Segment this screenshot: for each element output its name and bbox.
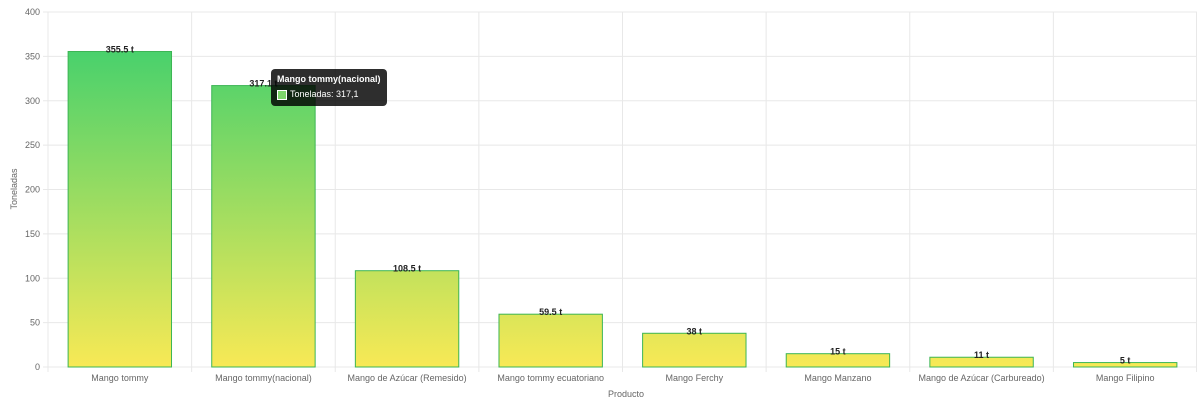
bar <box>211 85 316 368</box>
bar <box>354 270 460 368</box>
x-axis-title: Producto <box>608 389 644 399</box>
data-label: 59.5 t <box>539 307 562 317</box>
y-tick-label: 250 <box>25 140 40 150</box>
bar <box>67 50 173 368</box>
x-axis-ticks: Mango tommy Mango tommy(nacional) Mango de… <box>91 373 1154 383</box>
bars <box>67 50 1178 368</box>
data-label: 317.1 t <box>249 79 277 89</box>
data-label: 15 t <box>830 347 846 357</box>
bar <box>642 332 747 368</box>
x-tick-label: Mango tommy ecuatoriano <box>497 373 604 383</box>
y-tick-label: 150 <box>25 229 40 239</box>
bar <box>929 356 1034 368</box>
data-label: 38 t <box>687 326 703 336</box>
data-labels: 355.5 t 317.1 t 108.5 t 59.5 t 38 t 15 t 11 t 5… <box>106 44 1131 365</box>
x-tick-label: Mango Manzano <box>804 373 871 383</box>
data-label: 5 t <box>1120 356 1131 366</box>
data-label: 11 t <box>974 350 989 360</box>
x-tick-label: Mango Ferchy <box>666 373 724 383</box>
x-tick-label: Mango Filipino <box>1096 373 1155 383</box>
y-tick-label: 200 <box>25 185 40 195</box>
y-tick-label: 100 <box>25 273 40 283</box>
bar <box>498 313 603 368</box>
bar <box>785 353 891 368</box>
y-tick-label: 350 <box>25 51 40 61</box>
y-axis-ticks: 0 50 100 150 200 250 300 350 400 <box>25 7 40 372</box>
x-tick-label: Mango de Azúcar (Carbureado) <box>919 373 1045 383</box>
y-tick-label: 300 <box>25 96 40 106</box>
y-axis-title: Toneladas <box>9 168 19 210</box>
x-tick-label: Mango tommy <box>91 373 149 383</box>
bar <box>1072 362 1178 368</box>
y-tick-label: 400 <box>25 7 40 17</box>
y-tick-label: 50 <box>30 318 40 328</box>
data-label: 108.5 t <box>393 264 421 274</box>
x-tick-label: Mango tommy(nacional) <box>215 373 312 383</box>
y-tick-label: 0 <box>35 362 40 372</box>
data-label: 355.5 t <box>106 44 134 54</box>
x-tick-label: Mango de Azúcar (Remesido) <box>348 373 467 383</box>
